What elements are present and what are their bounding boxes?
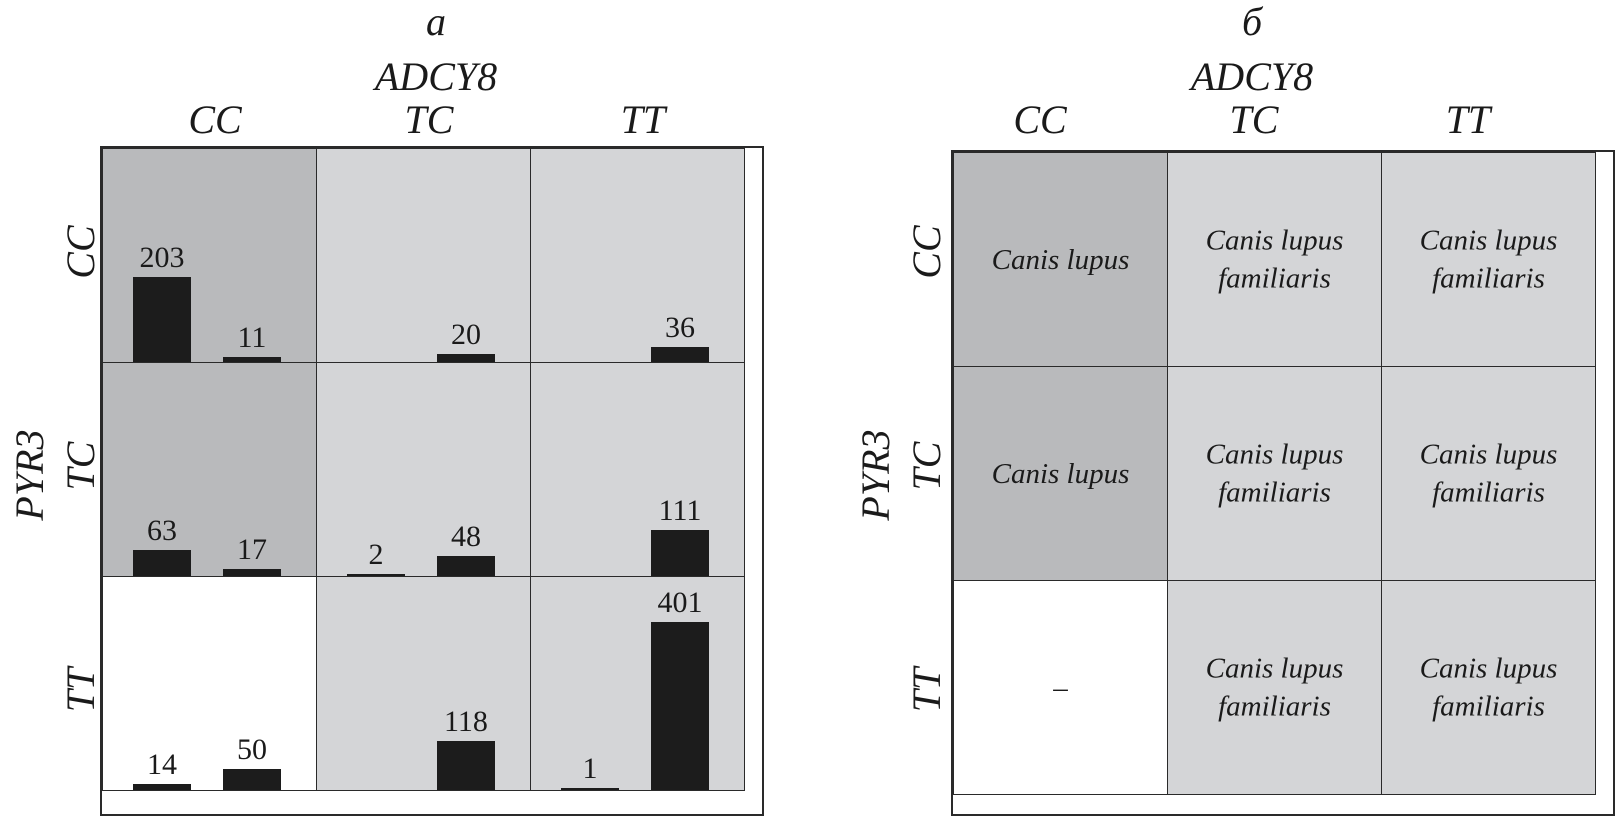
panel-a-column-header-tc: TC	[404, 97, 454, 142]
cell-tt-tc: 118	[316, 576, 531, 791]
bar-tc-cc-0	[133, 549, 191, 576]
bar-tt-cc-0	[133, 784, 191, 790]
table-cell-text: Canis lupus familiaris	[1205, 652, 1344, 723]
bar-label-tt-tt-0: 1	[582, 752, 598, 785]
panel-b-column-gene: ADCY8	[1190, 54, 1314, 99]
table-cell-cc-tt: Canis lupus familiaris	[1381, 152, 1596, 367]
bar-tc-tt-1	[651, 529, 709, 576]
panel-a-grid: 203 11 20 36 63 17 2 48 111 14 50 118 1 401	[100, 146, 764, 816]
bar-tc-cc-1	[223, 568, 281, 576]
bar-label-tt-tt-1: 401	[657, 586, 703, 619]
cell-tt-tt: 1 401	[530, 576, 745, 791]
panel-a-label: а	[426, 0, 446, 44]
bar-cc-tt-1	[651, 346, 709, 362]
panel-b-row-header-cc: CC	[904, 225, 949, 279]
bar-label-cc-cc-1: 11	[237, 321, 267, 355]
bar-tt-tt-0	[561, 788, 619, 790]
cell-cc-tc: 20	[316, 148, 531, 363]
bar-label-tt-cc-1: 50	[237, 733, 267, 767]
cell-cc-cc: 203 11	[102, 148, 317, 363]
panel-b-label: б	[1241, 0, 1263, 44]
bar-label-tt-cc-0: 14	[147, 748, 177, 782]
panel-a-column-header-tt: TT	[620, 97, 666, 142]
table-cell-tc-tt: Canis lupus familiaris	[1381, 366, 1596, 581]
bar-label-tt-tc-1: 118	[444, 704, 488, 738]
panel-a-row-header-tt: TT	[58, 667, 103, 713]
panel-b-column-header-cc: CC	[1013, 97, 1067, 142]
bar-tc-tc-0	[347, 574, 405, 576]
cell-tt-cc: 14 50	[102, 576, 317, 791]
table-cell-text: Canis lupus familiaris	[1419, 224, 1558, 295]
panel-b-column-header-tt: TT	[1445, 97, 1491, 142]
cell-tc-tc: 2 48	[316, 362, 531, 577]
bar-label-tc-tc-0: 2	[368, 538, 384, 571]
table-cell-text: Canis lupus	[991, 457, 1130, 490]
panel-b-grid: Canis lupus Canis lupus familiaris Canis l…	[951, 150, 1615, 816]
table-cell-tt-tt: Canis lupus familiaris	[1381, 580, 1596, 795]
bar-label-tc-cc-1: 17	[237, 532, 267, 566]
bar-tc-tc-1	[437, 555, 495, 576]
cell-tc-cc: 63 17	[102, 362, 317, 577]
bar-cc-tc-1	[437, 353, 495, 362]
table-cell-tt-tc: Canis lupus familiaris	[1167, 580, 1382, 795]
table-cell-text: Canis lupus familiaris	[1419, 438, 1558, 509]
table-cell-cc-cc: Canis lupus	[953, 152, 1168, 367]
table-cell-tc-tc: Canis lupus familiaris	[1167, 366, 1382, 581]
bar-label-tc-cc-0: 63	[147, 513, 177, 547]
table-cell-tt-cc: –	[953, 580, 1168, 795]
bar-cc-cc-1	[223, 357, 281, 362]
panel-b-row-gene: PYR3	[853, 429, 898, 521]
panel-a-column-gene: ADCY8	[374, 54, 498, 99]
cell-tc-tt: 111	[530, 362, 745, 577]
table-cell-text: Canis lupus familiaris	[1205, 438, 1344, 509]
panel-a-column-header-cc: CC	[188, 97, 242, 142]
bar-cc-cc-0	[133, 276, 191, 362]
panel-a-row-gene: PYR3	[7, 429, 52, 521]
bar-label-cc-cc-0: 203	[139, 240, 185, 274]
panel-b-row-header-tc: TC	[904, 441, 949, 491]
panel-b-table-grid: б ADCY8 CC TC TT PYR3 CC TC TT Canis lup…	[848, 0, 1622, 821]
panel-a-bar-grid: а ADCY8 CC TC TT PYR3 CC TC TT 203 11 20 36…	[0, 0, 800, 821]
table-cell-text: Canis lupus familiaris	[1419, 652, 1558, 723]
bar-label-tc-tt-1: 111	[658, 493, 702, 527]
panel-b-column-header-tc: TC	[1229, 97, 1279, 142]
table-cell-cc-tc: Canis lupus familiaris	[1167, 152, 1382, 367]
panel-b-row-header-tt: TT	[904, 667, 949, 713]
panel-a-row-header-tc: TC	[58, 441, 103, 491]
bar-label-cc-tt-1: 36	[665, 310, 695, 344]
bar-label-tc-tc-1: 48	[451, 519, 481, 553]
bar-tt-tc-1	[437, 740, 495, 790]
table-cell-text: Canis lupus familiaris	[1205, 224, 1344, 295]
table-cell-text: –	[1053, 671, 1068, 704]
bar-label-cc-tc-1: 20	[451, 317, 481, 351]
bar-tt-cc-1	[223, 769, 281, 790]
bar-tt-tt-1	[651, 622, 709, 790]
panel-a-row-header-cc: CC	[58, 225, 103, 279]
cell-cc-tt: 36	[530, 148, 745, 363]
table-cell-text: Canis lupus	[991, 243, 1130, 276]
table-cell-tc-cc: Canis lupus	[953, 366, 1168, 581]
